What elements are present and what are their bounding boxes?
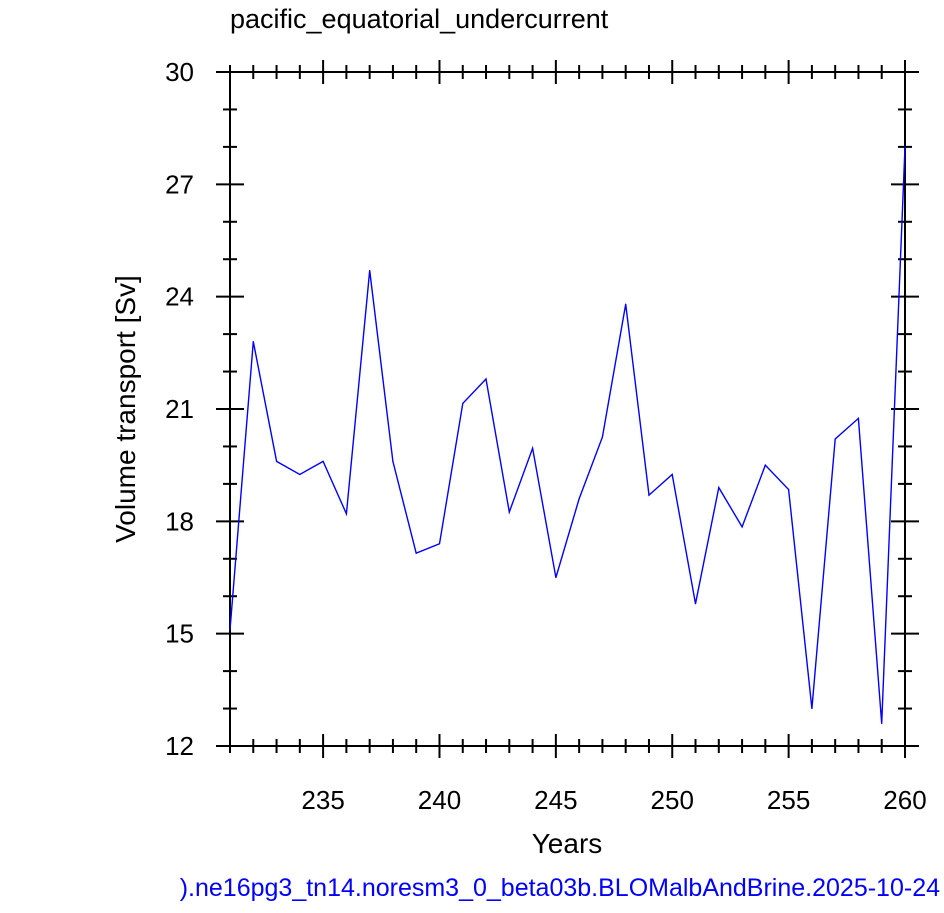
data-point (741, 526, 743, 528)
data-point (881, 722, 883, 725)
data-point (904, 146, 906, 148)
y-tick-label: 18 (165, 506, 194, 536)
data-point (718, 487, 720, 489)
data-point (462, 402, 464, 404)
data-point (764, 464, 766, 466)
data-point (671, 473, 673, 476)
chart-title: pacific_equatorial_undercurrent (230, 4, 609, 34)
data-point (648, 494, 650, 496)
data-point (694, 603, 697, 605)
x-tick-labels: 235 240 245 250 255 260 (301, 785, 926, 815)
x-tick-label: 240 (418, 785, 461, 815)
data-point (531, 447, 534, 449)
data-point (555, 576, 557, 579)
data-point (299, 473, 301, 476)
data-point (415, 552, 417, 554)
plot-frame (229, 71, 906, 747)
data-point (811, 707, 813, 710)
y-tick-label: 24 (165, 282, 194, 312)
x-tick-label: 260 (883, 785, 926, 815)
y-tick-label: 30 (165, 57, 194, 87)
y-tick-label: 15 (165, 619, 194, 649)
data-point (322, 460, 324, 463)
caption: ).ne16pg3_tn14.noresm3_0_beta03b.BLOMalb… (180, 874, 940, 902)
data-point (369, 269, 371, 272)
axis-ticks (216, 60, 919, 758)
y-tick-label: 27 (165, 169, 194, 199)
data-points (229, 146, 906, 725)
data-point (788, 488, 790, 491)
data-point (834, 438, 836, 440)
x-tick-label: 255 (767, 785, 810, 815)
data-point (392, 460, 394, 463)
data-point (485, 378, 487, 380)
y-axis-label: Volume transport [Sv] (110, 275, 141, 543)
data-point (625, 303, 627, 305)
data-point (345, 513, 347, 515)
y-tick-labels: 12 15 18 21 24 27 30 (165, 57, 194, 761)
data-point (275, 460, 278, 463)
data-point (601, 436, 604, 438)
y-tick-label: 21 (165, 394, 194, 424)
x-tick-label: 235 (301, 785, 344, 815)
data-point (508, 511, 510, 513)
x-axis-label: Years (532, 828, 603, 859)
data-point (252, 341, 254, 343)
data-point (857, 417, 860, 419)
data-point (229, 629, 231, 631)
x-tick-label: 245 (534, 785, 577, 815)
y-tick-label: 12 (165, 731, 194, 761)
data-point (438, 543, 441, 545)
series-line (229, 146, 906, 724)
data-point (578, 498, 580, 500)
x-tick-label: 250 (651, 785, 694, 815)
